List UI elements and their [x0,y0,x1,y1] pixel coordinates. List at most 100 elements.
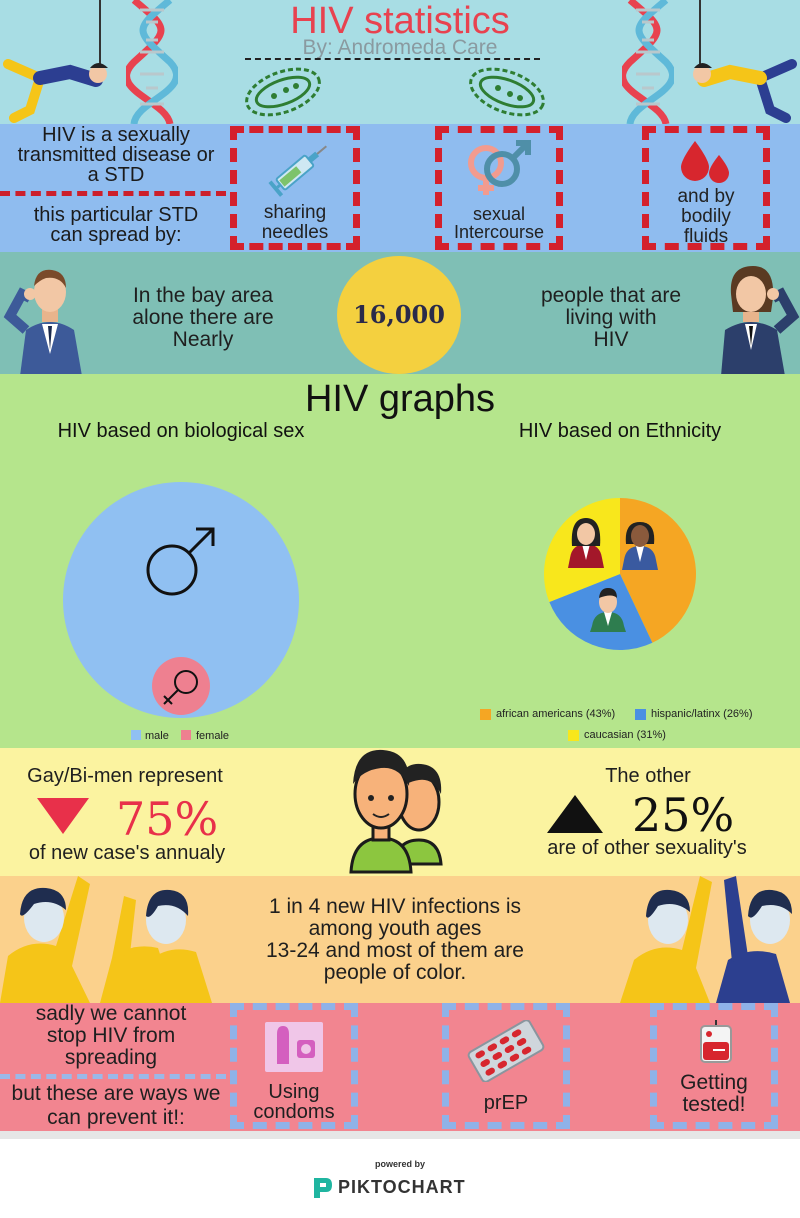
other-bottom-text: are of other sexuality's [547,837,747,859]
sex-chart-title: HIV based on biological sex [57,420,305,442]
fluids-label: and by [677,186,735,207]
male-bubble [63,482,299,718]
ethnicity-chart-title: HIV based on Ethnicity [518,420,722,442]
prevent-top-line: sadly we cannot [35,1003,187,1025]
sex-chart: male female [63,482,299,742]
caucasian-avatar-icon [568,518,604,568]
prep-box: prEP [442,1003,570,1129]
footer-strip [0,1131,800,1139]
gender-symbols-icon [468,140,531,195]
header-divider [245,58,540,60]
spread-section: HIV is a sexually transmitted disease or… [0,124,800,252]
condom-icon [265,1022,323,1072]
spread-line: this particular STD [33,204,199,226]
bay-left-line: In the bay area [132,284,274,307]
red-divider [0,191,226,196]
male-legend-label: male [145,730,169,742]
legend-label: hispanic/latinx (26%) [651,708,753,720]
legend-swatch [480,708,491,720]
condoms-label: Using [268,1081,320,1103]
intercourse-label: Intercourse [453,222,545,242]
piktochart-logo-icon [314,1178,332,1198]
youth-people-illustration [620,876,792,1003]
condoms-label: condoms [253,1101,335,1123]
page-title: HIV statistics [290,0,510,42]
fluids-label: fluids [683,226,729,247]
female-symbol-icon [163,670,198,705]
ethnicity-pie-chart [544,498,696,650]
syringe-icon [268,145,327,197]
intro-line: a STD [87,164,145,186]
bacteria-icon [469,67,545,117]
bay-right-line: people that are [540,284,682,307]
hanging-person-illustration [3,0,108,123]
tested-label: tested! [682,1093,746,1116]
prevention-section: sadly we cannot stop HIV from spreading … [0,1003,800,1131]
blood-bag-icon [700,1020,732,1063]
youth-line: 13-24 and most of them are [266,939,524,962]
dna-helix-icon [126,0,178,124]
legend-item: african americans (43%) [480,708,615,720]
dna-helix-icon [622,0,674,124]
other-top-text: The other [605,765,691,787]
fluids-label: bodily [681,206,731,227]
graphs-section: HIV graphs HIV based on biological sex H… [0,374,800,748]
bay-area-section: In the bay area alone there are Nearly 1… [0,252,800,374]
bay-number: 16,000 [353,300,445,329]
intro-line: transmitted disease or [17,144,215,166]
legend-swatch [635,708,646,720]
african-american-avatar-icon [622,522,658,570]
legend-swatch [568,729,579,741]
youth-line: people of color. [323,961,467,984]
gay-top-text: Gay/Bi-men represent [27,765,223,787]
sexuality-section: Gay/Bi-men represent 75% of new case's a… [0,748,800,876]
gay-percent: 75% [116,792,219,846]
female-bubble [152,657,210,715]
up-triangle-icon [547,795,603,833]
bay-right-line: living with [565,306,657,329]
intro-line: HIV is a sexually [42,124,190,146]
needles-label: needles [261,222,329,243]
youth-line: among youth ages [308,917,482,940]
blue-divider [0,1074,226,1079]
two-men-illustration [349,749,443,874]
fluids-box: and by bodily fluids [642,126,770,250]
gay-bottom-text: of new case's annualy [28,842,226,864]
youth-section: 1 in 4 new HIV infections is among youth… [0,876,800,1003]
bay-right-line: HIV [593,328,629,351]
bay-left-line: alone there are [132,306,274,329]
thinking-woman-illustration [721,266,800,374]
tested-box: Getting tested! [650,1003,778,1129]
piktochart-brand: PIKTOCHART [338,1176,466,1197]
graphs-title: HIV graphs [304,378,496,420]
prevent-top-line: spreading [64,1046,158,1069]
intercourse-label: sexual [472,204,526,224]
needles-label: sharing [263,202,327,223]
prep-label: prEP [483,1092,529,1114]
spread-line: can spread by: [50,224,182,246]
header-section: HIV statistics By: Andromeda Care [0,0,800,124]
condoms-box: Using condoms [230,1003,358,1129]
number-circle [337,256,461,374]
down-triangle-icon [37,798,89,834]
hanging-person-illustration [693,0,797,123]
other-percent: 25% [632,788,735,842]
legend-item: caucasian (31%) [568,729,666,741]
intercourse-box: sexual Intercourse [435,126,563,250]
bay-left-line: Nearly [172,328,234,351]
female-legend-swatch [181,730,191,740]
youth-line: 1 in 4 new HIV infections is [268,895,522,918]
pie-slice-hispanic-latinx [549,574,653,650]
thinking-man-illustration [3,269,82,374]
blood-drops-icon [681,141,729,183]
tested-label: Getting [680,1071,748,1094]
footer: powered by PIKTOCHART [0,1139,800,1218]
powered-by-text: powered by [374,1159,425,1169]
piktochart-logo[interactable]: PIKTOCHART [310,1174,466,1200]
prevent-top-line: stop HIV from [46,1024,176,1047]
bacteria-icon [245,67,321,117]
male-symbol-icon [146,527,215,596]
pill-pack-icon [467,1020,545,1082]
needles-box: sharing needles [230,126,360,250]
legend-label: caucasian (31%) [584,729,666,741]
